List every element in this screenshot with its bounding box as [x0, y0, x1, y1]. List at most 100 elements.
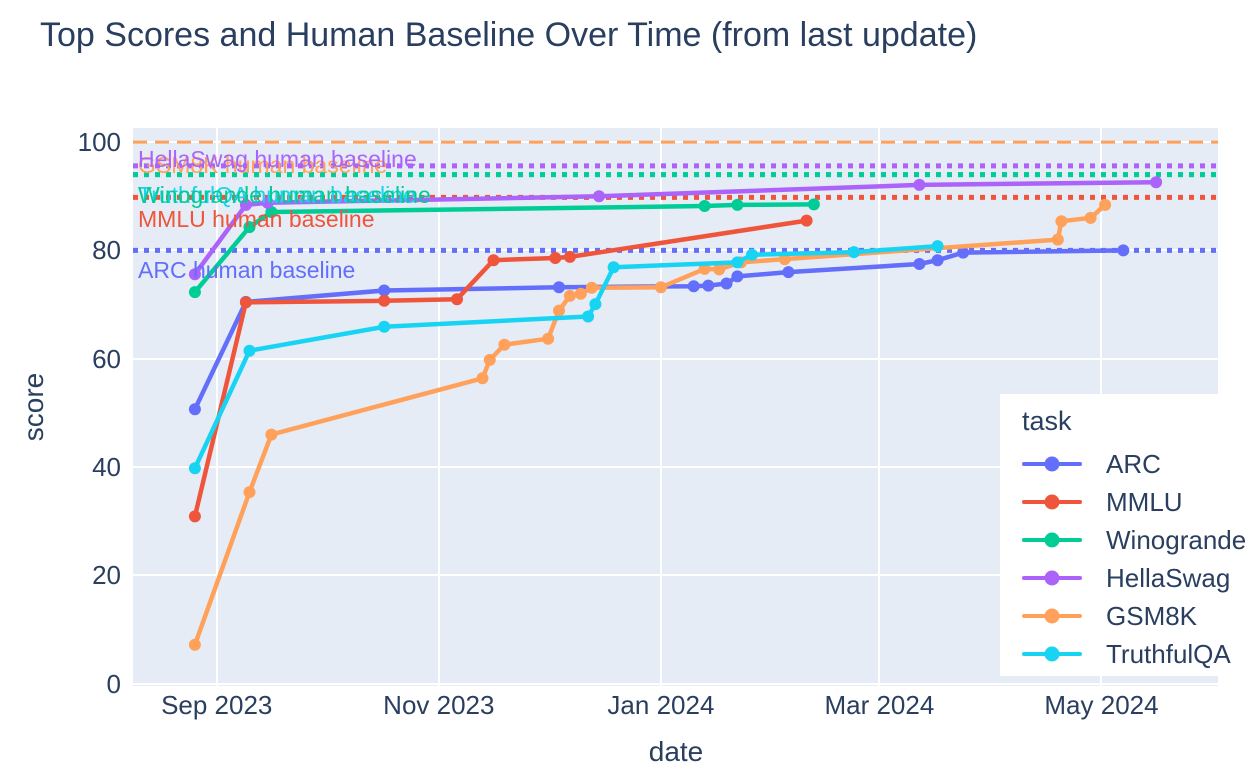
legend-item-truthfulqa[interactable]: TruthfulQA [1022, 635, 1256, 673]
series-marker-hellaswag [593, 190, 605, 203]
series-marker-hellaswag [1150, 176, 1163, 189]
series-marker-arc [913, 258, 926, 270]
series-marker-gsm8k [188, 638, 201, 651]
legend-item-arc[interactable]: ARC [1022, 445, 1256, 483]
series-line-arc [192, 248, 1126, 412]
series-marker-gsm8k [1055, 215, 1068, 228]
gridline-y [133, 574, 1218, 577]
series-marker-gsm8k [553, 304, 565, 317]
series-marker-arc [188, 403, 201, 416]
y-tick-label: 80 [92, 235, 121, 266]
y-tick-label: 60 [92, 343, 121, 374]
series-marker-truthfulqa [607, 261, 620, 274]
legend-item-mmlu[interactable]: MMLU [1022, 483, 1256, 521]
series-marker-winogrande [807, 198, 820, 211]
series-marker-hellaswag [188, 268, 201, 281]
series-marker-winogrande [265, 206, 278, 218]
legend-label: Winogrande [1106, 524, 1247, 555]
series-marker-truthfulqa [243, 344, 256, 357]
series-marker-arc [1117, 244, 1130, 257]
series-marker-mmlu [188, 510, 201, 523]
legend-label: MMLU [1106, 486, 1183, 517]
legend-title: task [1022, 406, 1072, 436]
series-marker-truthfulqa [746, 248, 758, 261]
series-marker-arc [720, 277, 733, 290]
y-tick-label: 20 [92, 560, 121, 591]
series-marker-arc [782, 266, 795, 279]
series-marker-gsm8k [563, 289, 576, 302]
series-marker-mmlu [487, 254, 500, 267]
legend-item-winogrande[interactable]: Winogrande [1022, 521, 1256, 559]
gridline-y [133, 141, 1218, 144]
series-marker-mmlu [549, 252, 562, 264]
series-marker-arc [702, 279, 715, 292]
legend-swatch [1022, 494, 1082, 510]
series-line-winogrande [192, 202, 817, 295]
gridline-x [878, 128, 881, 686]
legend-label: HellaSwag [1106, 562, 1231, 593]
series-marker-truthfulqa [188, 462, 201, 475]
series-marker-gsm8k [1084, 211, 1097, 224]
gridline-y [133, 682, 1218, 685]
y-axis-title: score [18, 372, 49, 442]
series-marker-truthfulqa [589, 298, 602, 311]
series-marker-truthfulqa [931, 240, 944, 253]
legend-item-gsm8k[interactable]: GSM8K [1022, 597, 1256, 635]
x-tick-label: Sep 2023 [161, 690, 273, 720]
series-marker-arc [931, 254, 944, 267]
series-marker-truthfulqa [731, 256, 744, 269]
series-marker-winogrande [698, 200, 711, 212]
series-marker-mmlu [451, 293, 463, 306]
gridline-x [437, 128, 440, 686]
series-marker-gsm8k [585, 281, 598, 294]
legend-label: TruthfulQA [1106, 638, 1231, 669]
x-tick-label: Nov 2023 [383, 690, 495, 720]
legend-swatch [1022, 570, 1082, 586]
series-marker-mmlu [563, 250, 576, 263]
legend: task ARC MMLU Winogrande HellaSwag GSM8K Trut… [1000, 394, 1256, 676]
legend-swatch [1022, 532, 1082, 548]
x-axis-title: date [648, 736, 704, 767]
series-marker-hellaswag [239, 198, 252, 211]
gridline-x [215, 128, 218, 686]
y-tick-label: 0 [106, 668, 121, 699]
series-marker-gsm8k [265, 428, 278, 441]
series-marker-winogrande [731, 198, 744, 211]
series-marker-gsm8k [1051, 233, 1064, 246]
series-marker-arc [553, 281, 565, 294]
series-marker-arc [957, 246, 970, 259]
gridline-x [659, 128, 662, 686]
series-marker-gsm8k [1099, 198, 1112, 211]
y-tick-label: 100 [77, 127, 121, 158]
series-marker-gsm8k [476, 372, 489, 385]
series-marker-gsm8k [243, 486, 256, 499]
series-marker-gsm8k [654, 281, 667, 294]
legend-items: ARC MMLU Winogrande HellaSwag GSM8K TruthfulQ… [1022, 445, 1256, 673]
series-line-hellaswag [192, 179, 1159, 277]
series-marker-mmlu [800, 214, 813, 227]
legend-swatch [1022, 456, 1082, 472]
legend-label: ARC [1106, 448, 1161, 479]
gridline-y [133, 466, 1218, 469]
legend-swatch [1022, 608, 1082, 624]
series-marker-gsm8k [574, 287, 587, 300]
series-marker-gsm8k [498, 338, 511, 351]
series-marker-hellaswag [261, 196, 274, 209]
series-marker-gsm8k [483, 353, 496, 366]
series-marker-winogrande [243, 221, 256, 234]
y-tick-label: 40 [92, 452, 121, 483]
series-marker-arc [687, 280, 700, 293]
series-marker-arc [731, 270, 744, 283]
series-marker-mmlu [239, 296, 252, 309]
series-marker-arc [378, 284, 391, 297]
series-line-gsm8k [192, 202, 1108, 648]
legend-swatch [1022, 646, 1082, 662]
series-marker-hellaswag [913, 178, 926, 191]
series-marker-mmlu [378, 294, 391, 307]
legend-label: GSM8K [1106, 600, 1198, 631]
series-layer [133, 140, 1218, 651]
legend-item-hellaswag[interactable]: HellaSwag [1022, 559, 1256, 597]
series-marker-winogrande [188, 286, 201, 299]
series-line-truthfulqa [192, 243, 940, 471]
